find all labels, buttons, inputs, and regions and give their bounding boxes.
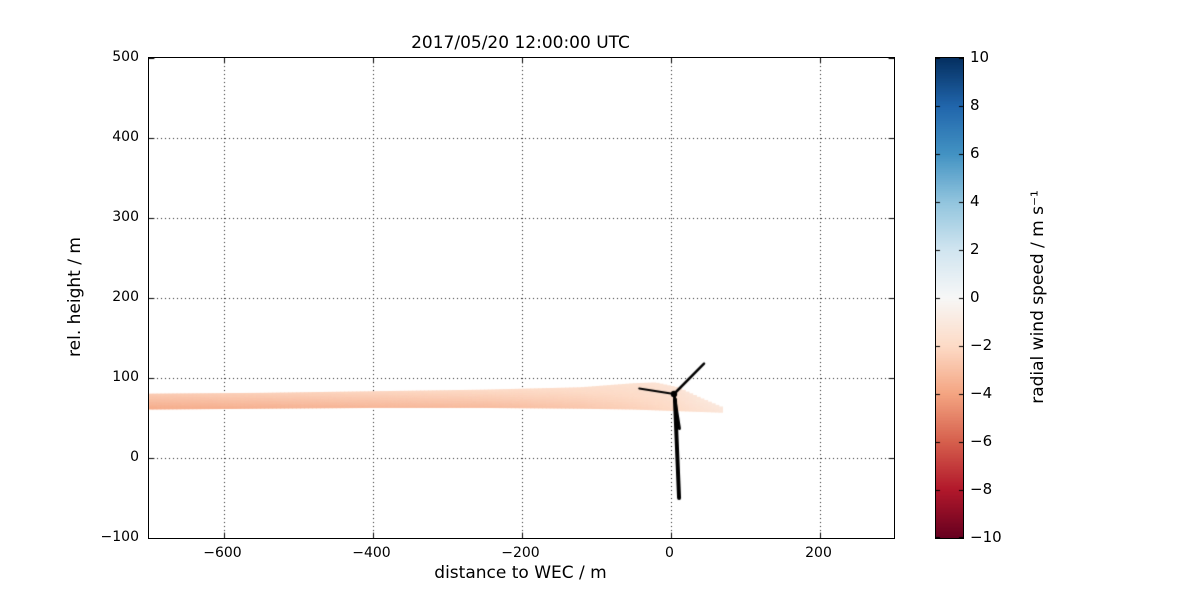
colorbar	[935, 57, 964, 539]
y-tick-label: 100	[112, 369, 139, 385]
colorbar-tick-label: −4	[970, 384, 993, 402]
x-tick-label: 0	[665, 545, 674, 561]
colorbar-tick-label: 8	[970, 96, 980, 114]
colorbar-tick-label: 6	[970, 144, 980, 162]
colorbar-tick-label: 2	[970, 240, 980, 258]
colorbar-tick-label: −10	[970, 528, 1002, 546]
y-tick-label: 0	[130, 449, 139, 465]
y-tick-label: 500	[112, 49, 139, 65]
y-tick-label: 300	[112, 209, 139, 225]
y-tick-label: 400	[112, 129, 139, 145]
colorbar-canvas	[936, 58, 963, 538]
x-tick-label: −600	[203, 545, 242, 561]
x-axis-label: distance to WEC / m	[434, 563, 607, 583]
x-tick-label: −400	[352, 545, 391, 561]
colorbar-tick-label: 0	[970, 288, 980, 306]
x-tick-label: 200	[805, 545, 832, 561]
colorbar-tick-label: 10	[970, 48, 990, 66]
x-tick-label: −200	[501, 545, 540, 561]
colorbar-tick-label: −6	[970, 432, 993, 450]
colorbar-tick-label: −8	[970, 480, 993, 498]
plot-canvas	[149, 58, 894, 538]
y-tick-label: 200	[112, 289, 139, 305]
y-tick-label: −100	[100, 529, 139, 545]
colorbar-tick-label: −2	[970, 336, 993, 354]
colorbar-tick-label: 4	[970, 192, 980, 210]
plot-area	[148, 57, 895, 539]
colorbar-label: radial wind speed / m s⁻¹	[1028, 190, 1048, 404]
plot-title: 2017/05/20 12:00:00 UTC	[411, 33, 630, 53]
